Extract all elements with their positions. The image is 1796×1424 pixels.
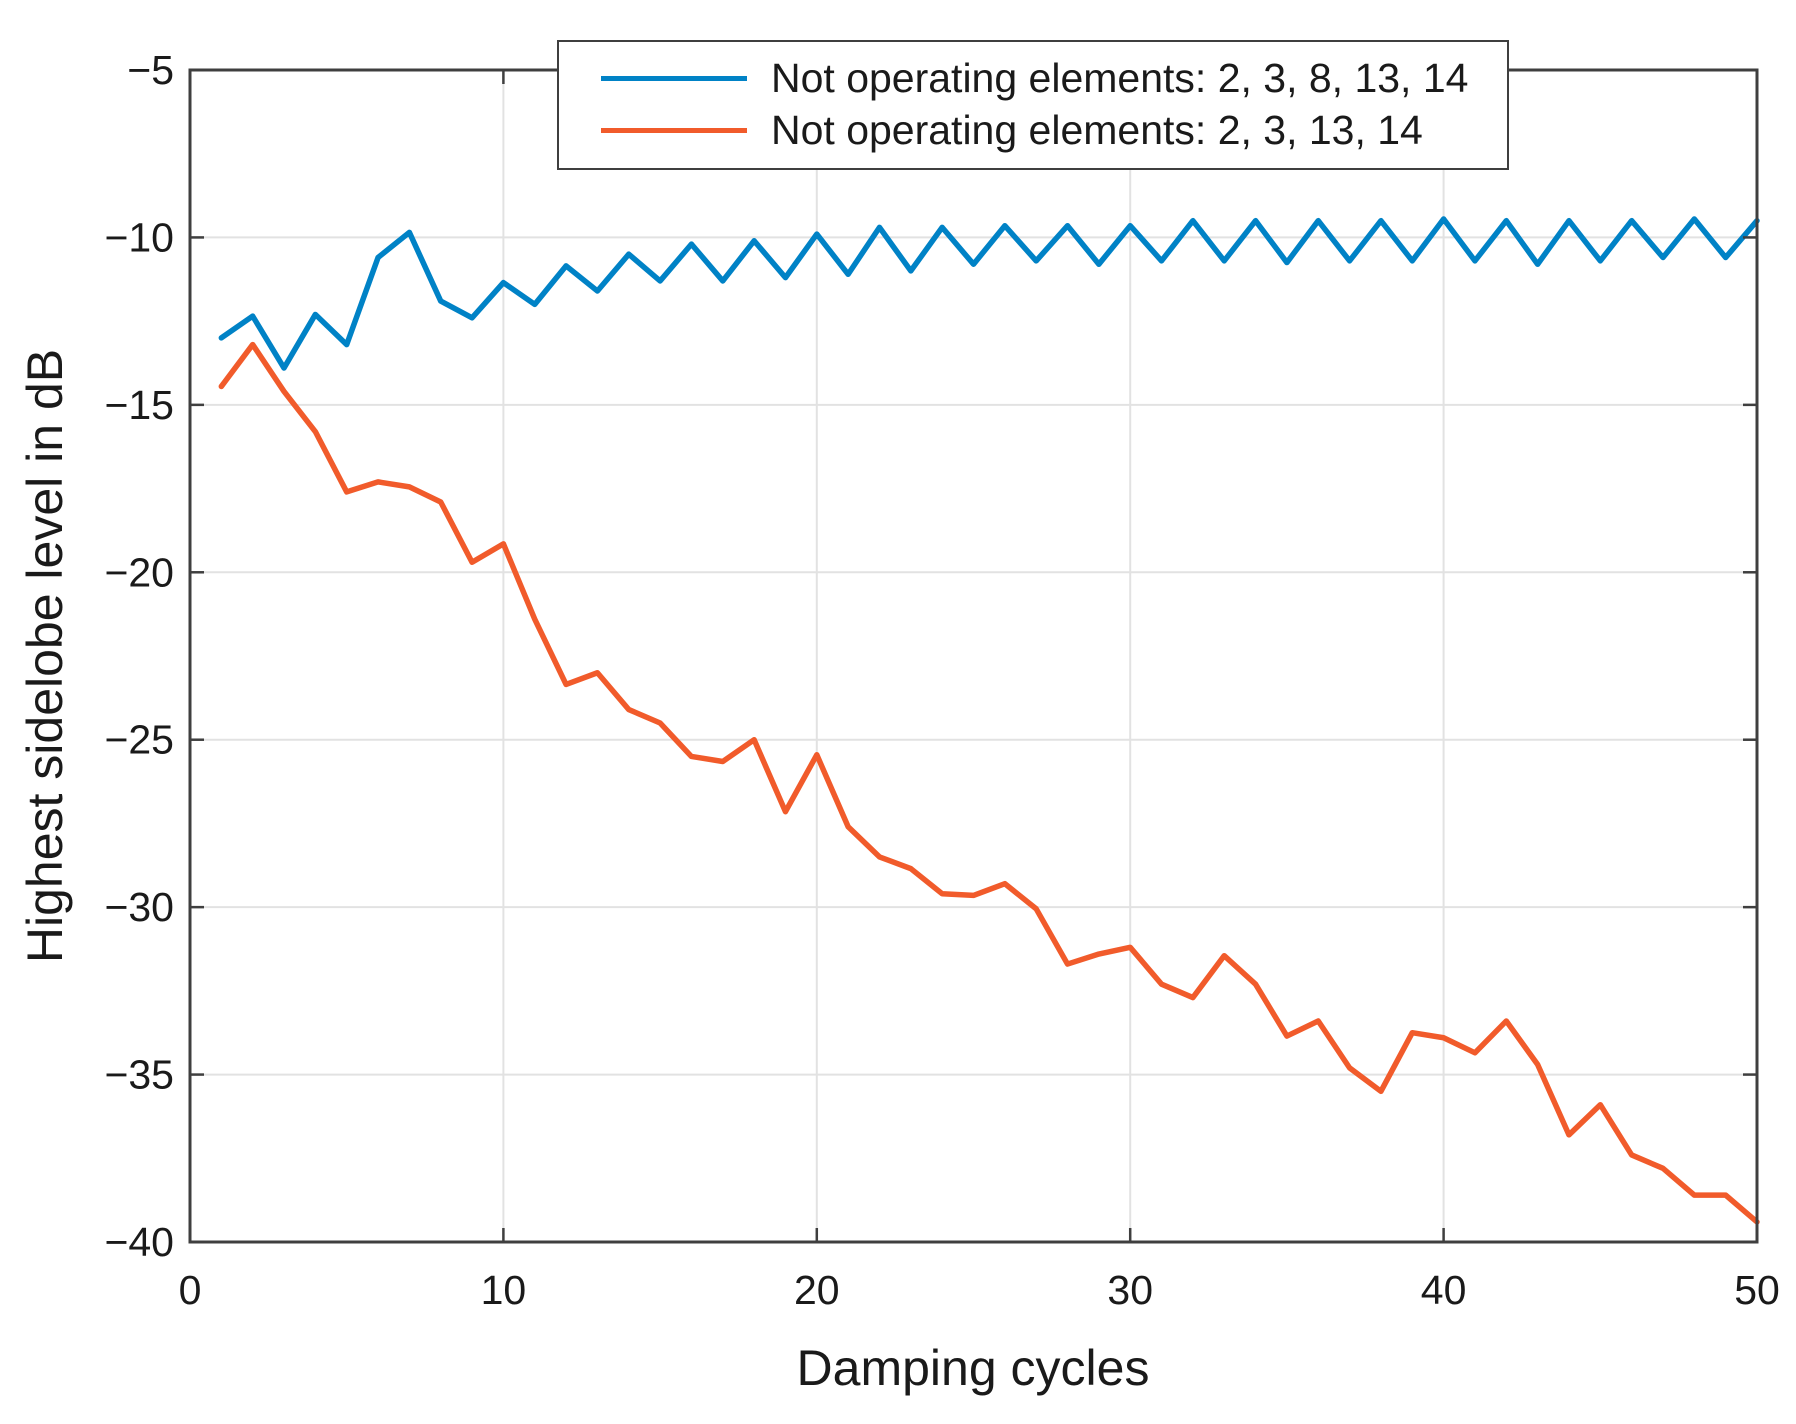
y-axis-label: Highest sidelobe level in dB bbox=[17, 348, 73, 964]
legend-item-series-2: Not operating elements: 2, 3, 13, 14 bbox=[601, 104, 1507, 156]
x-tick-label: 20 bbox=[794, 1267, 840, 1313]
x-tick-label: 40 bbox=[1421, 1267, 1467, 1313]
y-tick-label: −35 bbox=[104, 1052, 174, 1098]
x-axis-label: Damping cycles bbox=[796, 1340, 1150, 1396]
legend-label-series-2: Not operating elements: 2, 3, 13, 14 bbox=[771, 106, 1423, 153]
y-tick-label: −15 bbox=[104, 382, 174, 428]
y-tick-label: −40 bbox=[104, 1219, 174, 1265]
x-tick-label: 50 bbox=[1734, 1267, 1780, 1313]
legend-label-series-1: Not operating elements: 2, 3, 8, 13, 14 bbox=[771, 54, 1469, 101]
y-tick-label: −20 bbox=[104, 549, 174, 595]
y-tick-label: −30 bbox=[104, 884, 174, 930]
series-line-1 bbox=[218, 216, 1760, 371]
y-tick-label: −5 bbox=[127, 47, 174, 93]
x-tick-label: 10 bbox=[481, 1267, 527, 1313]
y-tick-label: −25 bbox=[104, 717, 174, 763]
legend-line-swatch-orange bbox=[601, 127, 747, 133]
x-tick-label: 30 bbox=[1107, 1267, 1153, 1313]
series-line-2 bbox=[218, 341, 1760, 1225]
legend-item-series-1: Not operating elements: 2, 3, 8, 13, 14 bbox=[601, 52, 1507, 104]
legend-line-swatch-blue bbox=[601, 75, 747, 81]
y-tick-label: −10 bbox=[104, 214, 174, 260]
x-tick-label: 0 bbox=[179, 1267, 202, 1313]
legend: Not operating elements: 2, 3, 8, 13, 14 … bbox=[557, 40, 1509, 170]
